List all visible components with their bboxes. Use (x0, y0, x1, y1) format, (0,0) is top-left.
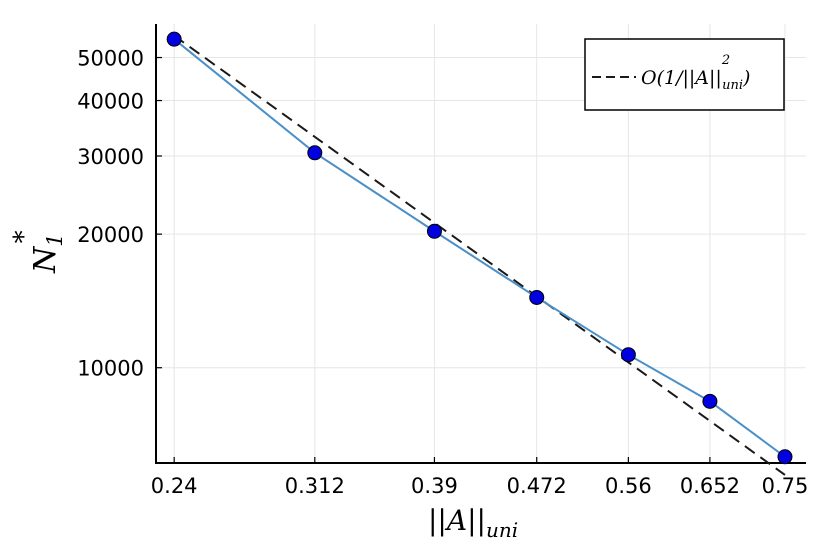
x-tick-label: 0.312 (285, 474, 345, 498)
x-tick-label: 0.39 (411, 474, 458, 498)
x-tick-label: 0.75 (762, 474, 809, 498)
x-axis-title: ||A||uni (428, 504, 518, 542)
axes (155, 24, 806, 464)
data-point (620, 347, 636, 363)
svg-text:||A||uni: ||A||uni (428, 504, 518, 542)
legend-label-sub: uni (722, 78, 743, 93)
data-point (166, 31, 182, 47)
data-point (777, 449, 793, 465)
legend-label-end: ) (742, 67, 750, 89)
y-tick-label: 10000 (77, 357, 144, 381)
x-tick-label: 0.652 (680, 474, 740, 498)
tick-labels: 0.24 0.312 0.39 0.472 0.56 0.652 0.75 10000 2000… (77, 47, 808, 498)
data-point (702, 393, 718, 409)
legend: O(1/||A||2 uni) (584, 38, 785, 111)
legend-label-sup: 2 (721, 53, 730, 68)
series (166, 31, 793, 476)
y-axis-title-sup: * (9, 230, 39, 243)
y-tick-label: 30000 (77, 145, 144, 169)
data-point (307, 145, 323, 161)
data-point (529, 289, 545, 305)
svg-text:N1*: N1 * (9, 230, 67, 274)
y-tick-label: 20000 (77, 223, 144, 247)
x-tick-label: 0.24 (151, 474, 198, 498)
x-axis-title-main: ||A|| (428, 504, 486, 537)
y-axis-title: N1 * (9, 230, 67, 274)
x-axis-title-sub: uni (486, 518, 518, 542)
x-tick-label: 0.56 (605, 474, 652, 498)
data-point (426, 223, 442, 239)
y-axis-title-sub: 1 (43, 233, 67, 246)
legend-box (584, 38, 785, 111)
reference-line (173, 34, 786, 476)
legend-label-main: O(1/||A|| (641, 67, 722, 89)
x-tick-label: 0.472 (507, 474, 567, 498)
y-tick-label: 40000 (77, 90, 144, 114)
y-tick-label: 50000 (77, 47, 144, 71)
y-axis-title-main: N (28, 245, 63, 274)
